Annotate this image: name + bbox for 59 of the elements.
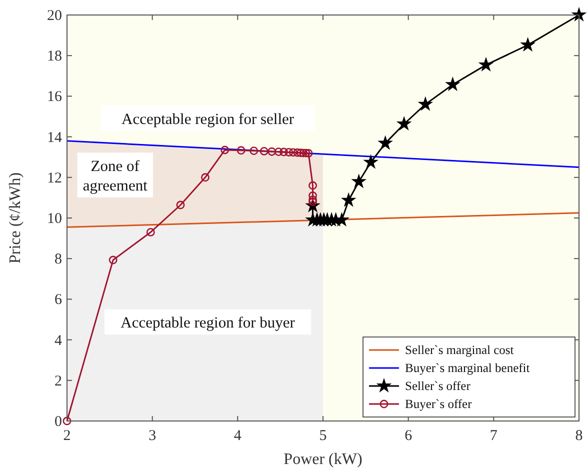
point [288,148,298,157]
point [260,147,268,156]
point [293,148,302,157]
point [308,196,317,204]
point [108,256,118,264]
point [250,146,258,156]
point [236,146,246,155]
point [398,117,410,130]
point [268,147,276,156]
annotation: Acceptable region for seller [122,110,295,128]
y-axis-title: Price (¢/kWh) [7,172,24,264]
point [284,148,294,156]
point [419,98,432,110]
point [446,78,460,90]
point [308,191,317,200]
y-tick-label: 4 [54,332,62,349]
annotation: Zone of agreement [82,158,148,194]
y-tick-label: 14 [47,130,62,146]
point [201,173,210,182]
point [62,416,72,426]
legend-label: Buyer`s offer [405,397,473,411]
y-tick-label: 10 [47,211,62,227]
legend-label: Seller`s marginal cost [405,343,514,357]
point [335,213,348,226]
x-tick-label: 6 [404,428,413,444]
point [280,148,288,156]
point [308,181,317,190]
legend-label: Seller`s offer [405,379,472,393]
y-tick-label: 16 [47,89,62,106]
point [176,200,185,210]
x-tick-label: 5 [319,428,327,444]
point [304,149,313,158]
x-tick-label: 3 [148,428,156,444]
x-axis-title: Power (kW) [284,451,362,468]
y-tick-label: 2 [54,373,62,390]
point [364,156,378,168]
x-tick-label: 8 [575,428,583,444]
y-tick-label: 20 [47,8,62,24]
point [146,228,155,236]
point [308,198,317,206]
annotation: Acceptable region for buyer [120,314,296,332]
y-tick-label: 0 [54,414,62,430]
x-tick-label: 4 [234,428,242,444]
point [521,38,534,51]
x-tick-label: 7 [490,428,498,444]
point [480,58,492,70]
point [378,136,392,149]
y-tick-label: 8 [54,252,62,268]
point [342,194,355,206]
point [572,8,586,20]
point [274,148,283,156]
y-tick-label: 12 [47,170,62,186]
point [302,148,310,158]
legend-label: Buyer`s marginal benefit [405,361,530,375]
point [220,146,230,154]
point [296,148,306,158]
point [352,175,366,188]
y-tick-label: 18 [47,48,62,65]
y-tick-label: 6 [54,292,62,308]
